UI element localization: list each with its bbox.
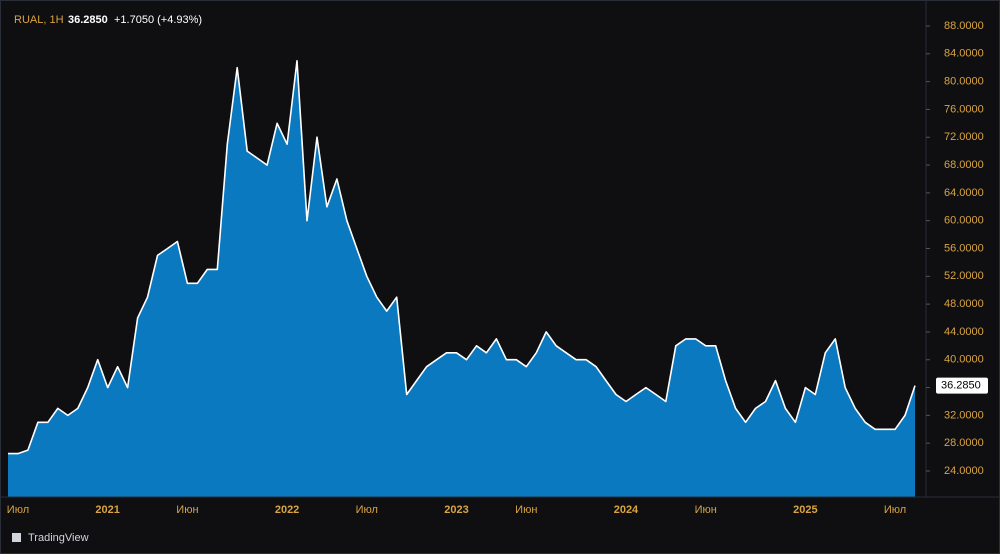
y-tick-label: 56.0000 — [944, 242, 984, 254]
logo-mark — [12, 533, 21, 542]
area — [8, 60, 915, 498]
y-tick-label: 52.0000 — [944, 270, 984, 282]
x-tick-label: Июн — [176, 504, 198, 516]
y-tick-label: 76.0000 — [944, 103, 984, 115]
y-tick-label: 80.0000 — [944, 76, 984, 88]
y-tick-label: 88.0000 — [944, 20, 984, 32]
price-change: +1.7050 (+4.93%) — [114, 14, 202, 26]
x-tick-label: 2023 — [444, 504, 468, 516]
symbol: RUAL, 1H — [14, 14, 64, 26]
x-tick-label: Июн — [515, 504, 537, 516]
y-tick-label: 64.0000 — [944, 187, 984, 199]
x-tick-label: Июл — [884, 504, 906, 516]
y-tick-label: 60.0000 — [944, 215, 984, 227]
y-tick-label: 40.0000 — [944, 354, 984, 366]
brand-logo: TradingView — [12, 532, 89, 544]
x-tick-label: 2024 — [614, 504, 639, 516]
y-tick-label: 44.0000 — [944, 326, 984, 338]
y-tick-label: 24.0000 — [944, 465, 984, 477]
last-price: 36.2850 — [68, 14, 108, 26]
x-tick-label: 2022 — [275, 504, 299, 516]
y-tick-label: 84.0000 — [944, 48, 984, 60]
x-tick-label: Июл — [356, 504, 378, 516]
x-tick-label: Июл — [7, 504, 29, 516]
y-tick-label: 28.0000 — [944, 437, 984, 449]
y-tick-label: 48.0000 — [944, 298, 984, 310]
brand: TradingView — [28, 532, 89, 544]
y-tick-label: 32.0000 — [944, 409, 984, 421]
price-box-label: 36.2850 — [941, 379, 981, 391]
x-tick-label: 2021 — [95, 504, 119, 516]
y-tick-label: 72.0000 — [944, 131, 984, 143]
x-tick-label: Июн — [695, 504, 717, 516]
y-tick-label: 68.0000 — [944, 159, 984, 171]
x-tick-label: 2025 — [793, 504, 817, 516]
line — [8, 60, 916, 455]
price-box — [936, 377, 988, 394]
